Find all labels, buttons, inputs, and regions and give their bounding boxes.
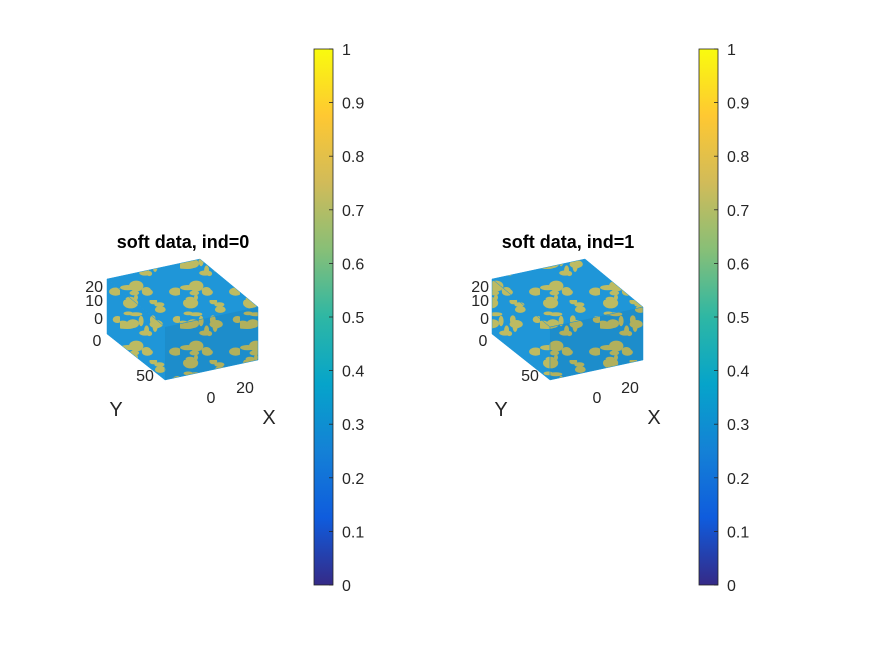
y-tick-label: 0 [93, 333, 102, 350]
colorbar-1: 0 0.1 0.2 0.3 0.4 0.5 0.6 0.7 0.8 0.9 1 [313, 42, 364, 595]
z-tick-label: 0 [94, 311, 103, 328]
colorbar-tick-label: 0.8 [727, 149, 749, 166]
colorbar-tick-label: 0.3 [727, 417, 749, 434]
colorbar-tick-label: 1 [727, 42, 736, 59]
colorbar-tick-label: 0.7 [727, 203, 749, 220]
voxel-block-2 [491, 258, 644, 381]
z-tick-label: 10 [85, 293, 103, 310]
colorbar-tick-label: 0 [727, 578, 736, 595]
y-axis-label: Y [109, 399, 122, 421]
subplot-2: soft data, ind=1 20 10 0 0 50 0 20 Y X 0… [471, 42, 749, 595]
colorbar-tick-label: 0.5 [342, 310, 364, 327]
z-tick-label: 20 [85, 279, 103, 296]
subplot-2-title: soft data, ind=1 [502, 232, 635, 252]
colorbar-tick-label: 0.6 [342, 256, 364, 273]
colorbar-2: 0 0.1 0.2 0.3 0.4 0.5 0.6 0.7 0.8 0.9 1 [698, 42, 749, 595]
y-tick-label: 50 [521, 368, 539, 385]
colorbar-tick-label: 0.4 [727, 364, 749, 381]
voxel-right-shade [550, 307, 643, 380]
colorbar-tick-label: 0.9 [342, 96, 364, 113]
voxel-right-face [164, 306, 259, 381]
y-tick-label: 0 [479, 333, 488, 350]
subplot-1-title: soft data, ind=0 [117, 232, 250, 252]
x-tick-label: 0 [593, 390, 602, 407]
colorbar-tick-label: 0.7 [342, 203, 364, 220]
colorbar-tick-label: 0.3 [342, 417, 364, 434]
colorbar-tick-label: 0 [342, 578, 351, 595]
colorbar-tick-label: 0.4 [342, 364, 364, 381]
z-tick-label: 20 [471, 279, 489, 296]
colorbar-tick-label: 0.1 [727, 524, 749, 541]
colorbar-tick-label: 0.9 [727, 96, 749, 113]
colorbar-tick-label: 0.1 [342, 524, 364, 541]
colorbar-tick-label: 0.2 [727, 471, 749, 488]
colorbar-tick-label: 0.6 [727, 256, 749, 273]
x-axis-label: X [262, 407, 275, 429]
colorbar-tick-label: 0.2 [342, 471, 364, 488]
y-axis-label: Y [494, 399, 507, 421]
y-tick-label: 50 [136, 368, 154, 385]
colorbar-tick-label: 0.8 [342, 149, 364, 166]
subplot-1: soft data, ind=0 20 10 0 0 50 0 20 Y X 0… [85, 42, 364, 595]
x-tick-label: 20 [236, 380, 254, 397]
z-tick-label: 0 [480, 311, 489, 328]
x-tick-label: 20 [621, 380, 639, 397]
x-tick-label: 0 [207, 390, 216, 407]
colorbar-tick-label: 0.5 [727, 310, 749, 327]
voxel-right-shade [165, 307, 258, 380]
z-tick-label: 10 [471, 293, 489, 310]
colorbar-tick-label: 1 [342, 42, 351, 59]
x-axis-label: X [647, 407, 660, 429]
voxel-right-face [549, 306, 644, 381]
voxel-block-1 [106, 258, 259, 381]
